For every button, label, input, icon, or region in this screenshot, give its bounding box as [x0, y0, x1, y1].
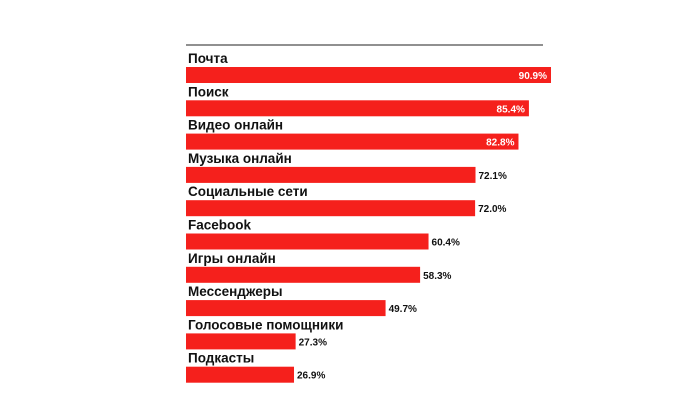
bars-layer: Почта 90.9% Поиск 85.4% Видео онлайн 82.8% Муз… — [186, 51, 551, 383]
value-label: 72.0% — [478, 204, 506, 215]
category-label: Игры онлайн — [188, 251, 276, 266]
category-label: Музыка онлайн — [188, 151, 292, 166]
category-label: Голосовые помощники — [188, 317, 343, 332]
category-label: Социальные сети — [188, 184, 308, 199]
value-label: 49.7% — [389, 304, 417, 315]
category-label: Почта — [188, 51, 228, 66]
category-label: Видео онлайн — [188, 118, 283, 133]
category-label: Мессенджеры — [188, 284, 283, 299]
category-label: Facebook — [188, 218, 252, 233]
value-label: 85.4% — [497, 104, 525, 115]
category-label: Подкасты — [188, 351, 254, 366]
bar — [186, 166, 476, 183]
value-label: 60.4% — [432, 238, 460, 249]
bar — [186, 133, 519, 150]
bar — [186, 233, 429, 250]
bar — [186, 67, 551, 83]
value-label: 26.9% — [297, 371, 325, 382]
value-label: 82.8% — [486, 138, 514, 149]
bar — [186, 100, 529, 117]
bar — [186, 366, 295, 383]
category-label: Поиск — [188, 84, 229, 99]
bar — [186, 300, 386, 317]
value-label: 90.9% — [519, 71, 547, 82]
bar — [186, 200, 476, 217]
value-label: 72.1% — [479, 171, 507, 182]
bar — [186, 266, 421, 283]
value-label: 27.3% — [299, 337, 327, 348]
value-label: 58.3% — [423, 271, 451, 282]
bar — [186, 333, 296, 350]
